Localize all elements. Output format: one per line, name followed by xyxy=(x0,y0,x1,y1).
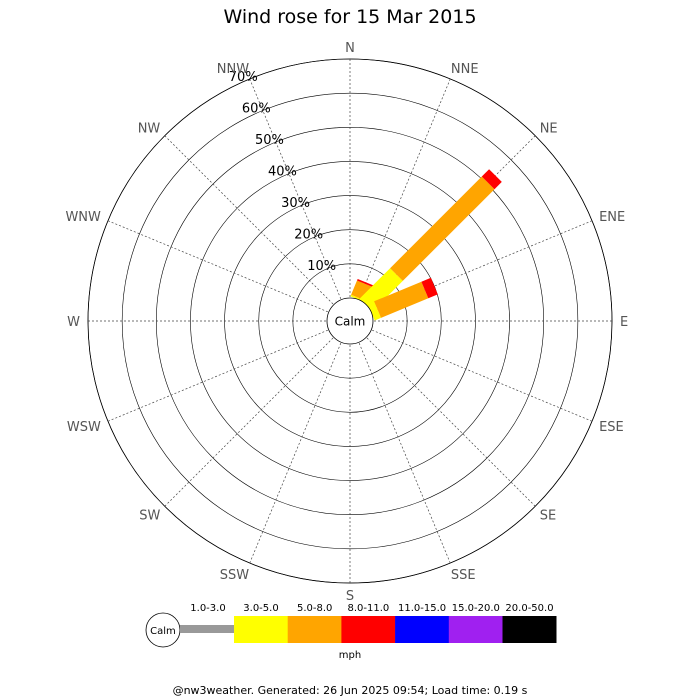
direction-label-nne: NNE xyxy=(451,62,479,77)
direction-label-ssw: SSW xyxy=(220,568,250,583)
direction-label-sse: SSE xyxy=(451,568,476,583)
spoke-wsw xyxy=(107,320,351,422)
legend-label: 3.0-5.0 xyxy=(243,603,278,614)
bar-ne-3.0-5.0 xyxy=(359,268,403,312)
calm-circle: Calm xyxy=(326,297,374,345)
ring-label: 40% xyxy=(268,165,297,180)
ring-label: 60% xyxy=(242,102,271,117)
legend-label: 11.0-15.0 xyxy=(398,603,446,614)
bar-ne-5.0-8.0 xyxy=(390,176,495,281)
legend-swatch-15.0-20.0 xyxy=(448,616,503,643)
bar-ne-8.0-11.0 xyxy=(481,169,502,190)
ring-label: 20% xyxy=(294,228,323,243)
bar-ene-8.0-11.0 xyxy=(421,277,438,299)
legend-swatch-20.0-50.0 xyxy=(502,616,557,643)
direction-label-wsw: WSW xyxy=(67,420,101,435)
spoke-se xyxy=(349,320,536,507)
legend-calm-label: Calm xyxy=(150,626,176,637)
legend-swatch-11.0-15.0 xyxy=(395,616,450,643)
ring-labels: 10% 20% 30% 40% 50% 60% 70% xyxy=(229,70,336,274)
direction-label-wnw: WNW xyxy=(65,210,101,225)
bar-nne-8.0-11.0 xyxy=(357,279,375,288)
chart-title: Wind rose for 15 Mar 2015 xyxy=(223,6,476,28)
legend-label: 1.0-3.0 xyxy=(190,603,225,614)
calm-label: Calm xyxy=(335,315,366,329)
wind-bars xyxy=(350,169,502,321)
direction-label-ene: ENE xyxy=(599,210,625,225)
legend-swatch-1.0-3.0 xyxy=(180,625,234,633)
footer-text: @nw3weather. Generated: 26 Jun 2025 09:5… xyxy=(173,684,528,697)
direction-label-nnw: NNW xyxy=(217,62,249,77)
bar-ene-5.0-8.0 xyxy=(374,281,429,318)
direction-label-se: SE xyxy=(540,509,556,524)
legend-swatch-3.0-5.0 xyxy=(234,616,288,643)
direction-label-nw: NW xyxy=(138,121,161,136)
direction-label-ese: ESE xyxy=(599,420,624,435)
ring-label: 50% xyxy=(255,133,284,148)
legend-swatch-5.0-8.0 xyxy=(287,616,342,643)
spoke-sse xyxy=(349,320,451,564)
speed-legend: Calm mph 1.0-3.0 3.0-5.0 5.0-8.0 8.0-11.0 11… xyxy=(145,603,557,661)
ring-label: 10% xyxy=(307,259,336,274)
legend-label: 20.0-50.0 xyxy=(505,603,553,614)
legend-label: 8.0-11.0 xyxy=(348,603,390,614)
polar-grid xyxy=(87,58,613,584)
direction-label-w: W xyxy=(67,315,80,330)
ring-label: 70% xyxy=(229,70,258,85)
direction-label-sw: SW xyxy=(139,509,160,524)
direction-label-n: N xyxy=(345,41,355,56)
ring-label: 30% xyxy=(281,196,310,211)
legend-unit: mph xyxy=(339,650,361,661)
grid-ring xyxy=(121,92,579,550)
direction-label-s: S xyxy=(346,589,354,604)
spoke-ese xyxy=(349,320,593,422)
grid-ring xyxy=(258,229,442,413)
spoke-ssw xyxy=(249,320,351,564)
bar-ene-3.0-5.0 xyxy=(367,301,381,321)
legend-swatch-8.0-11.0 xyxy=(341,616,396,643)
direction-label-e: E xyxy=(620,315,628,330)
spoke-sw xyxy=(164,320,351,507)
grid-ring xyxy=(190,161,510,481)
legend-label: 5.0-8.0 xyxy=(297,603,332,614)
direction-label-ne: NE xyxy=(540,121,558,136)
legend-label: 15.0-20.0 xyxy=(452,603,500,614)
direction-labels: N NNE NE ENE E ESE SE SSE S SSW SW WSW W WNW NW NNW xyxy=(65,41,628,604)
